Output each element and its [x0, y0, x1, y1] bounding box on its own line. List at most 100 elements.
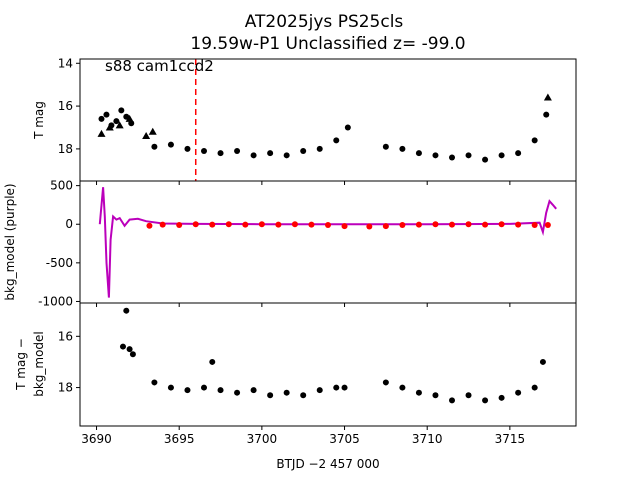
panel2-series-line-0 [98, 187, 557, 298]
panel2-ytick-label-1: 0 [65, 217, 73, 231]
panel2-point-1-10 [308, 221, 315, 228]
panel2-point-1-21 [498, 221, 505, 228]
panel-frame-1 [79, 58, 577, 182]
panel3-point-0-20 [415, 389, 422, 396]
panel2-point-1-17 [432, 221, 439, 228]
panel3-point-0-22 [449, 397, 455, 404]
panel2-point-1-16 [415, 221, 422, 228]
panel3-ytick-label-1: 18 [58, 381, 73, 395]
panel2-ytick-label-2: -500 [46, 256, 73, 270]
panel1-point-0-20 [382, 143, 389, 150]
panel1-point-0-15 [283, 152, 290, 159]
panel3-point-0-21 [432, 392, 439, 399]
panel3-point-0-17 [341, 384, 348, 391]
panel1-point-0-18 [333, 137, 340, 144]
x-tick-label-5: 3715 [495, 432, 526, 446]
panel2-point-1-1 [159, 221, 166, 228]
panel2-point-1-22 [515, 221, 522, 228]
panel1-ytick-label-1: 16 [58, 99, 73, 113]
panel1-point-0-9 [184, 145, 191, 152]
panel1-point-1-0 [97, 129, 106, 137]
panel-annotation: s88 cam1ccd2 [105, 57, 214, 75]
panel3-ytick-label-0: 16 [58, 329, 73, 343]
panel2-point-1-14 [382, 223, 389, 230]
panel3-point-0-25 [498, 394, 505, 401]
panel3-point-0-24 [482, 397, 489, 404]
panel1-point-1-2 [115, 121, 124, 129]
panel3-point-0-19 [399, 384, 406, 391]
panel1-point-0-4 [118, 107, 125, 114]
panel1-point-1-6 [543, 93, 552, 101]
panel1-point-0-10 [201, 148, 207, 155]
panel3-point-0-8 [209, 358, 216, 365]
panel-1: 14 16 18 [58, 56, 552, 185]
plot-area: 14 16 18 500 0 -500 -1000 16 18 3690 3695 3700 3705 3… [38, 56, 557, 446]
panel1-point-0-22 [415, 150, 422, 157]
panel1-point-0-25 [465, 152, 472, 159]
panel3-point-0-26 [515, 389, 522, 396]
panel3-point-0-13 [283, 389, 290, 396]
panel2-point-1-5 [225, 221, 232, 228]
panel2-point-1-15 [399, 222, 406, 229]
panel3-point-0-6 [184, 387, 191, 394]
panel1-point-0-26 [482, 156, 489, 163]
panel2-point-1-11 [325, 222, 331, 229]
panel2-point-1-12 [341, 223, 348, 230]
panel3-ylabel: T mag − bkg_model [14, 331, 46, 397]
panel1-point-0-29 [531, 137, 538, 144]
x-tick-label-3: 3705 [329, 432, 360, 446]
panel3-point-0-1 [123, 307, 130, 314]
panel1-point-1-4 [142, 132, 151, 140]
x-axis-label: BTJD −2 457 000 [276, 457, 379, 471]
x-tick-label-2: 3700 [247, 432, 278, 446]
panel-frame-2 [79, 180, 577, 304]
panel2-ytick-label-3: -1000 [38, 294, 73, 308]
panel3-point-0-27 [531, 384, 538, 391]
panel3-point-0-14 [300, 392, 307, 399]
panel1-point-0-28 [515, 150, 522, 157]
panel3-point-0-11 [250, 387, 257, 394]
panel-3: 16 18 3690 3695 3700 3705 3710 3715 [58, 307, 546, 446]
panel3-point-0-7 [201, 384, 207, 391]
x-tick-label-0: 3690 [81, 432, 112, 446]
panel1-point-0-7 [151, 143, 158, 150]
panel2-point-1-4 [209, 221, 216, 228]
panel1-point-0-0 [98, 115, 105, 122]
panel1-point-0-27 [498, 152, 505, 159]
panel1-point-0-8 [167, 141, 174, 148]
panel2-point-1-8 [275, 221, 282, 228]
panel1-point-0-1 [103, 111, 110, 118]
x-tick-label-1: 3695 [164, 432, 195, 446]
panel1-point-1-3 [125, 114, 134, 122]
panel2-point-1-20 [482, 221, 489, 228]
panel2-point-1-13 [366, 223, 373, 230]
chart-title-line2: 19.59w-P1 Unclassified z= -99.0 [190, 34, 465, 54]
panel1-ytick-label-0: 14 [58, 56, 73, 70]
x-tick-label-4: 3710 [412, 432, 443, 446]
panel3-point-0-28 [539, 358, 546, 365]
panel2-point-1-6 [242, 221, 249, 228]
panel3-point-0-9 [217, 387, 224, 394]
panel1-point-0-16 [300, 148, 307, 155]
panel3-point-0-2 [126, 346, 133, 353]
panel3-point-0-0 [119, 343, 126, 350]
panel1-point-0-19 [344, 124, 351, 131]
panel3-point-0-15 [316, 387, 323, 394]
panel3-point-0-12 [267, 392, 274, 399]
panel2-ytick-label-0: 500 [50, 179, 73, 193]
panel1-ytick-label-2: 18 [58, 142, 73, 156]
panel-2: 500 0 -500 -1000 [38, 179, 557, 308]
panel3-point-0-5 [167, 384, 174, 391]
chart-title-line1: AT2025jys PS25cls [245, 12, 404, 32]
panel1-point-0-21 [399, 145, 406, 152]
panel1-point-0-11 [217, 150, 224, 157]
panel2-ylabel: bkg_model (purple) [3, 183, 17, 300]
panel3-point-0-4 [151, 379, 158, 386]
panel3-point-0-16 [333, 384, 340, 391]
panel-frame-3 [79, 302, 577, 427]
panel2-point-1-2 [176, 222, 183, 229]
panel1-point-1-1 [105, 123, 114, 131]
panel1-point-0-30 [543, 111, 550, 118]
panel1-point-0-23 [432, 152, 439, 159]
